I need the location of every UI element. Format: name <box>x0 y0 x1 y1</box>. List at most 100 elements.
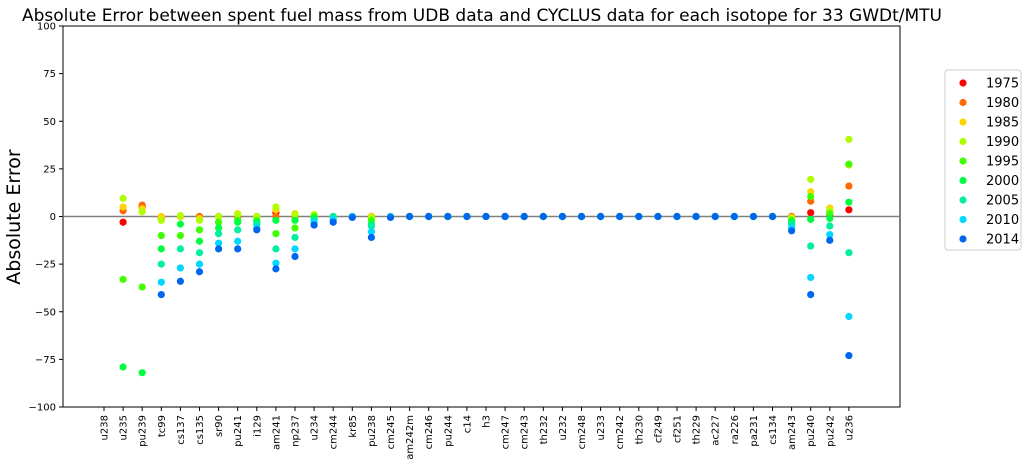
data-point <box>807 175 815 183</box>
data-point <box>119 275 127 283</box>
y-tick-label: −50 <box>35 307 56 318</box>
data-point <box>291 245 299 253</box>
x-tick-label: am243 <box>787 415 798 450</box>
data-point <box>272 265 280 273</box>
data-point <box>176 231 184 240</box>
x-tick-label: pu240 <box>806 415 817 447</box>
y-tick-label: 100 <box>37 22 56 33</box>
legend-marker <box>959 196 967 204</box>
data-point <box>807 291 815 299</box>
data-point <box>176 277 184 285</box>
data-point <box>845 182 853 190</box>
data-point <box>272 259 280 267</box>
legend-label: 2014 <box>986 233 1019 248</box>
data-point <box>119 218 127 226</box>
data-point <box>768 212 777 221</box>
series-1990 <box>119 135 853 224</box>
x-tick-label: cm245 <box>386 415 397 449</box>
legend-marker <box>959 176 967 185</box>
data-point <box>329 218 337 226</box>
data-point <box>176 220 184 228</box>
data-point <box>386 213 395 222</box>
data-point <box>654 212 662 221</box>
x-tick-label: cm242 <box>615 415 626 449</box>
y-axis-label: Absolute Error <box>3 149 25 285</box>
data-point <box>826 230 834 239</box>
data-point <box>157 216 165 224</box>
data-point <box>195 226 204 234</box>
data-point <box>234 210 242 219</box>
y-tick-label: 25 <box>43 164 56 175</box>
data-point <box>444 212 452 221</box>
x-tick-label: tc99 <box>157 415 168 437</box>
x-tick-label: cm244 <box>329 415 340 449</box>
data-point <box>119 194 127 203</box>
legend-marker <box>959 215 967 224</box>
x-tick-label: cs135 <box>195 415 206 445</box>
x-tick-label: pu241 <box>233 415 244 447</box>
legend-label: 1995 <box>986 155 1019 170</box>
data-point <box>845 249 853 257</box>
data-point <box>501 212 509 221</box>
data-point <box>291 216 299 224</box>
x-tick-label: u233 <box>596 415 607 440</box>
data-points <box>119 135 853 377</box>
legend-label: 2005 <box>986 194 1019 209</box>
data-point <box>272 245 280 253</box>
data-point <box>367 222 375 230</box>
data-point <box>157 231 165 240</box>
data-point <box>215 212 223 221</box>
y-tick-label: 75 <box>43 69 56 80</box>
data-point <box>234 245 242 253</box>
x-tick-label: ac227 <box>711 415 722 446</box>
data-point <box>807 192 815 201</box>
x-tick-label: cf249 <box>653 415 664 443</box>
data-point <box>425 212 433 221</box>
data-point <box>253 226 261 234</box>
data-point <box>845 160 853 168</box>
data-point <box>291 210 299 219</box>
data-point <box>845 198 853 206</box>
x-tick-label: h3 <box>482 415 493 428</box>
data-point <box>635 212 643 221</box>
data-point <box>176 211 184 220</box>
data-point <box>692 212 700 221</box>
data-point <box>807 209 815 217</box>
legend-marker <box>959 98 967 107</box>
x-tick-label: ra226 <box>730 415 741 444</box>
data-point <box>215 230 223 238</box>
x-tick-label: th232 <box>539 415 550 444</box>
x-tick-label: cm248 <box>577 415 588 449</box>
data-point <box>749 212 758 221</box>
data-point <box>463 212 471 221</box>
data-point <box>577 212 586 221</box>
data-point <box>195 268 204 276</box>
series-2010 <box>157 212 853 321</box>
x-axis: u238 u235 pu239 tc99 cs137 cs135 sr90 pu241 i129… <box>100 407 855 460</box>
data-point <box>157 291 165 299</box>
x-tick-label: i129 <box>252 415 263 437</box>
data-point <box>234 237 242 245</box>
y-tick-label: 50 <box>43 117 56 128</box>
data-point <box>215 224 223 232</box>
x-tick-label: c14 <box>462 415 473 433</box>
x-tick-label: cf251 <box>673 415 684 443</box>
x-tick-label: am242m <box>405 415 416 460</box>
legend-label: 1990 <box>986 135 1019 150</box>
data-point <box>291 252 299 261</box>
data-point <box>215 218 223 226</box>
chart-title: Absolute Error between spent fuel mass f… <box>22 6 942 26</box>
data-point <box>176 245 184 253</box>
x-tick-label: pa231 <box>749 415 760 447</box>
x-tick-label: u232 <box>558 415 569 440</box>
legend-marker <box>959 137 967 146</box>
data-point <box>597 212 605 221</box>
data-point <box>195 237 204 245</box>
data-point <box>788 227 796 235</box>
x-tick-label: cm243 <box>520 415 531 449</box>
data-point <box>119 203 127 211</box>
data-point <box>539 212 547 221</box>
series-2000 <box>119 198 853 377</box>
data-point <box>845 206 853 214</box>
